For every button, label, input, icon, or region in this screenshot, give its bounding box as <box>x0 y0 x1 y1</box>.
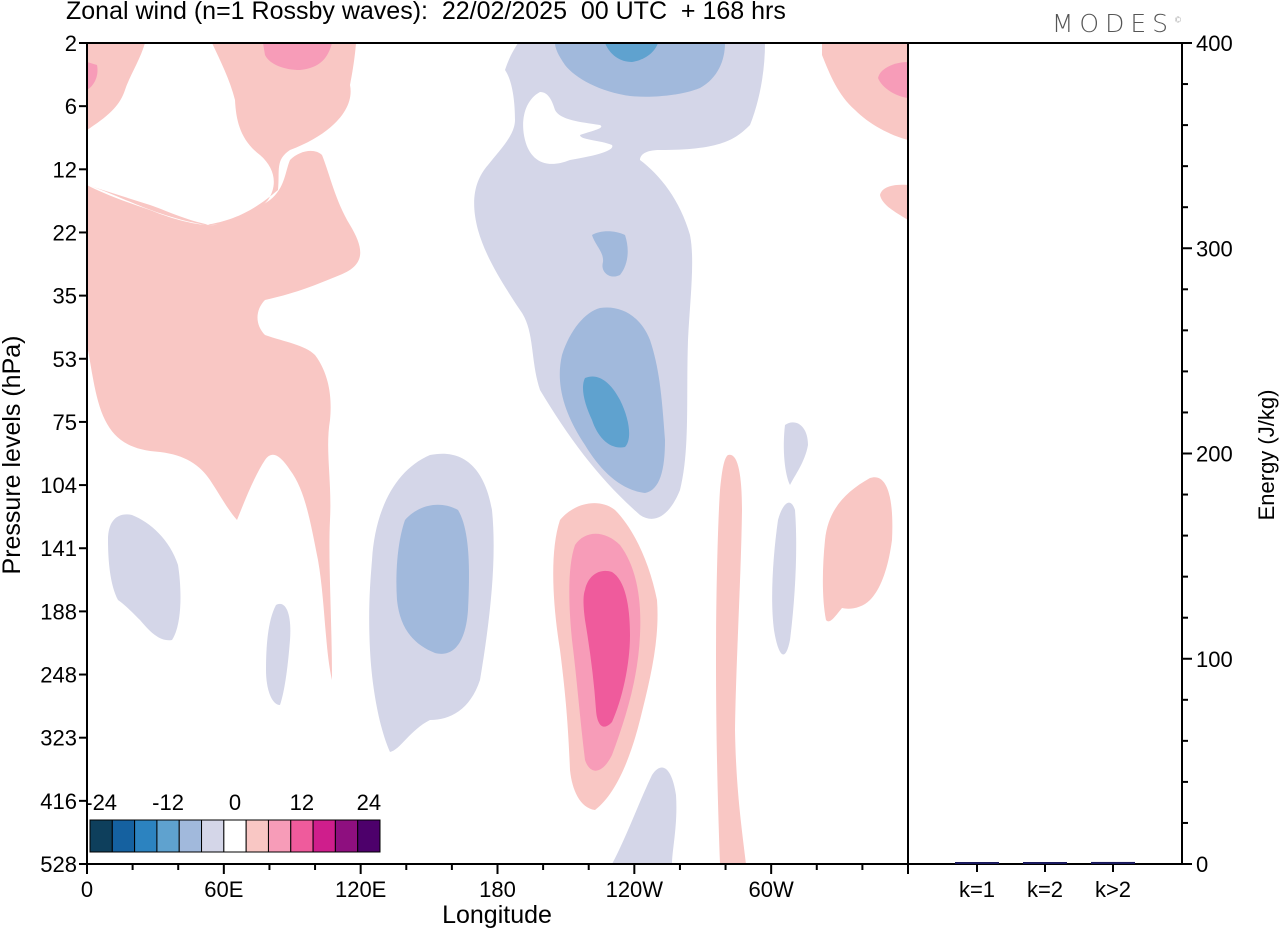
contour-negative-region <box>612 767 677 864</box>
contour-positive-region <box>87 43 356 225</box>
contour-negative-region <box>555 43 725 97</box>
colorbar-swatch <box>312 819 336 853</box>
colorbar: -24 -12 0 12 24 <box>85 790 382 856</box>
wavenumber-label: k=2 <box>1027 877 1063 902</box>
y-tick-label: 12 <box>53 157 77 182</box>
contour-positive-region <box>263 43 332 70</box>
energy-tick-label: 100 <box>1196 647 1233 672</box>
energy-tick-label: 200 <box>1196 442 1233 467</box>
x-tick-label: 0 <box>81 877 93 902</box>
colorbar-swatch <box>245 819 269 853</box>
energy-bars <box>955 861 1135 864</box>
energy-tick-label: 300 <box>1196 236 1233 261</box>
colorbar-tick-label: -12 <box>152 790 184 815</box>
energy-tick-label: 0 <box>1196 852 1208 877</box>
contour-positive-region <box>822 477 893 622</box>
y-tick-label: 323 <box>40 726 77 751</box>
colorbar-swatch <box>267 819 292 853</box>
colorbar-swatch <box>334 819 359 853</box>
brand-logo: MODES© <box>1052 9 1188 38</box>
energy-plot-frame <box>907 42 1183 865</box>
energy-tick-label: 400 <box>1196 31 1233 56</box>
contour-positive-region <box>822 43 908 140</box>
contour-negative-region <box>523 92 613 164</box>
x-axis-label: Longitude <box>442 901 552 929</box>
wavenumber-axis: k=1 k=2 k>2 <box>959 864 1131 902</box>
contour-positive-region <box>878 62 908 98</box>
contour-negative-region <box>266 603 291 705</box>
energy-axis: 0 100 200 300 400 <box>1182 31 1233 877</box>
colorbar-swatch <box>357 819 381 853</box>
contour-negative-region <box>772 502 797 655</box>
energy-bar-3 <box>1091 861 1135 864</box>
colorbar-tick-label: 0 <box>229 790 241 815</box>
y-axis-label: Pressure levels (hPa) <box>0 336 26 575</box>
colorbar-tick-label: -24 <box>85 790 117 815</box>
contour-negative-region <box>582 376 630 448</box>
energy-bar-2 <box>1023 862 1067 864</box>
y-tick-label: 141 <box>40 536 77 561</box>
y-tick-label: 53 <box>53 347 77 372</box>
contour-positive-region <box>880 184 908 220</box>
colorbar-swatch <box>134 819 158 853</box>
y-tick-label: 528 <box>40 852 77 877</box>
contour-positive-region <box>583 570 630 727</box>
colorbar-swatch <box>178 819 203 853</box>
y-tick-label: 104 <box>40 473 77 498</box>
x-tick-label: 60W <box>749 877 794 902</box>
y-tick-label: 416 <box>40 789 77 814</box>
contour-positive-region <box>716 454 746 864</box>
y-tick-label: 188 <box>40 599 77 624</box>
colorbar-tick-label: 24 <box>357 790 381 815</box>
y-tick-label: 75 <box>53 410 77 435</box>
contour-negative-region <box>396 504 469 654</box>
wavenumber-label: k>2 <box>1095 877 1131 902</box>
pressure-axis: 2 6 12 22 35 53 75 104 141 188 248 323 416 528 <box>40 31 87 877</box>
energy-bar-1 <box>955 862 999 864</box>
contour-positive-region <box>87 150 361 681</box>
contour-positive-region <box>87 62 98 90</box>
colorbar-swatch <box>201 819 225 853</box>
y-tick-label: 2 <box>65 31 77 56</box>
x-tick-label: 60E <box>204 877 243 902</box>
contour-negative-region <box>108 514 181 641</box>
x-tick-label: 120W <box>606 877 664 902</box>
brand-name: MODES <box>1051 9 1174 38</box>
colorbar-swatch <box>156 819 180 853</box>
longitude-axis: 0 60E 120E 180 120W 60W <box>81 864 909 902</box>
colorbar-swatch <box>290 819 314 853</box>
y-tick-label: 35 <box>53 284 77 309</box>
contour-negative-region <box>592 231 628 277</box>
colorbar-tick-label: 12 <box>290 790 314 815</box>
colorbar-swatch <box>89 819 113 853</box>
contour-negative-region <box>783 422 808 485</box>
wavenumber-label: k=1 <box>959 877 995 902</box>
contour-field <box>87 43 908 864</box>
contour-positive-region <box>87 43 145 130</box>
y-tick-label: 6 <box>65 94 77 119</box>
copyright-mark: © <box>1174 15 1188 25</box>
colorbar-swatch <box>223 819 247 853</box>
energy-axis-label: Energy (J/kg) <box>1254 390 1279 521</box>
contour-negative-region <box>605 43 658 62</box>
colorbar-swatch <box>111 819 136 853</box>
x-tick-label: 120E <box>335 877 386 902</box>
x-tick-label: 180 <box>479 877 516 902</box>
y-tick-label: 248 <box>40 663 77 688</box>
y-tick-label: 22 <box>53 220 77 245</box>
chart-title: Zonal wind (n=1 Rossby waves): 22/02/202… <box>66 0 786 25</box>
